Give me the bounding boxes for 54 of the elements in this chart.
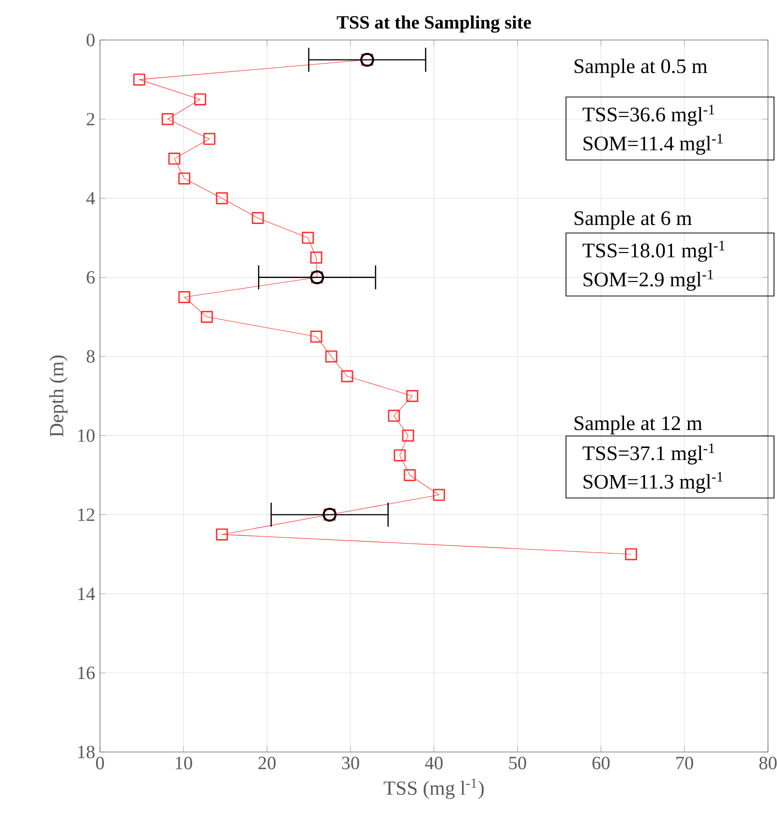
point — [310, 330, 322, 343]
y-tick-label: 8 — [86, 350, 95, 363]
point — [162, 113, 174, 126]
x-tick-label: 80 — [759, 756, 777, 770]
point — [341, 370, 354, 382]
point — [216, 528, 228, 540]
annotation: TSS=18.01 mgl$^{-1}$ — [582, 240, 725, 262]
point — [625, 548, 638, 560]
x-tick-label: 70 — [676, 756, 694, 770]
annotation: Sample at 0.5 m — [574, 58, 708, 78]
x-tick-label: 0 — [96, 756, 104, 770]
y-tick-label: 10 — [78, 429, 95, 442]
point — [216, 192, 228, 204]
annotation: Sample at 12 m — [574, 416, 702, 434]
annotation: TSS=36.6 mgl$^{-1}$ — [582, 104, 714, 126]
point — [388, 410, 400, 422]
point — [178, 172, 190, 184]
point — [252, 212, 264, 224]
point — [194, 93, 206, 106]
point — [406, 390, 418, 402]
point — [433, 488, 446, 501]
point — [133, 74, 146, 86]
y-tick-label: 18 — [78, 746, 95, 758]
y-tick-label: 4 — [86, 192, 96, 204]
x-tick-label: 10 — [176, 756, 192, 770]
annotation: Sample at 6 m — [574, 210, 692, 230]
x-tick-label: 30 — [342, 756, 360, 770]
point — [402, 430, 414, 442]
y-tick-label: 12 — [78, 508, 94, 521]
x-tick-label: 40 — [425, 756, 443, 770]
point — [325, 350, 338, 362]
x-axis-title: TSS (mg l$^{-1}$) — [384, 778, 484, 799]
annotation: TSS=37.1 mgl$^{-1}$ — [582, 443, 714, 464]
point — [302, 232, 314, 244]
x-tick-label: 60 — [592, 756, 610, 770]
annotation: SOM=11.4 mgl$^{-1}$ — [584, 134, 723, 155]
y-tick-label: 16 — [78, 666, 95, 680]
y-axis-title: Depth (m) — [49, 356, 68, 437]
annotation: SOM=2.9 mgl$^{-1}$ — [584, 270, 714, 291]
y-tick-label: 0 — [86, 34, 95, 46]
annotation: SOM=11.3 mgl$^{-1}$ — [584, 472, 723, 493]
point — [178, 291, 190, 304]
y-tick-label: 14 — [78, 588, 96, 600]
point — [310, 252, 322, 264]
point — [203, 132, 216, 145]
point — [404, 469, 416, 482]
point — [200, 310, 213, 323]
chart-title: TSS at the Sampling site — [336, 16, 531, 33]
y-tick-label: 6 — [86, 271, 95, 284]
x-tick-label: 50 — [509, 756, 526, 770]
y-tick-label: 2 — [86, 112, 94, 126]
point — [168, 152, 180, 165]
x-tick-label: 20 — [258, 756, 276, 770]
point — [394, 449, 406, 462]
